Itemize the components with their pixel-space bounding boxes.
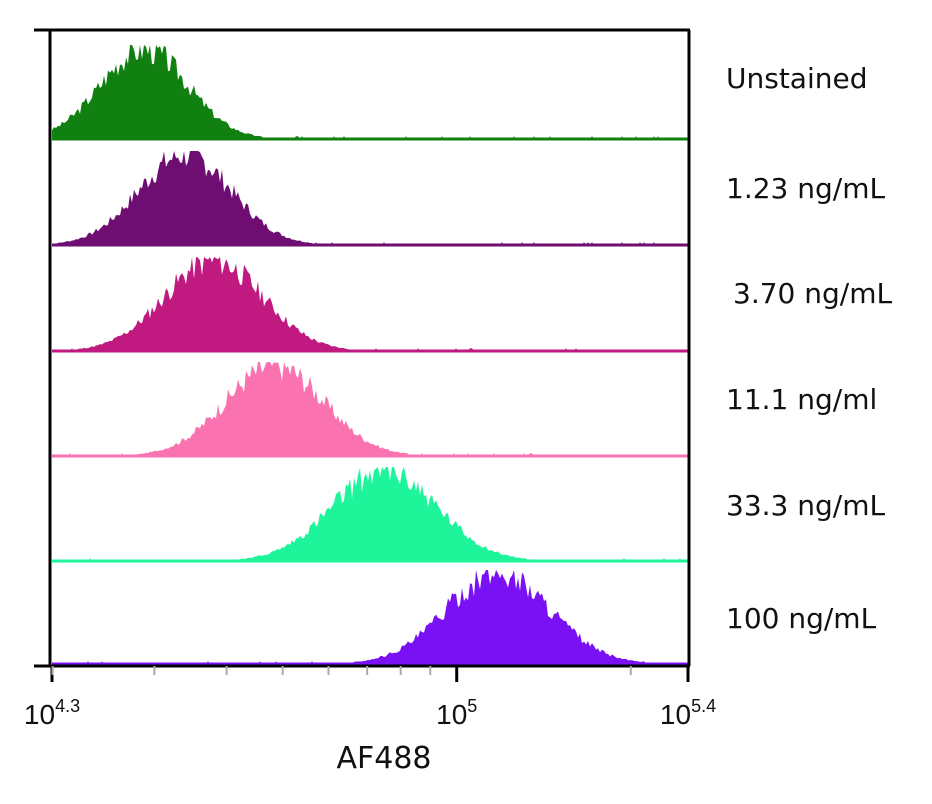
row-labels: Unstained 1.23 ng/mL 3.70 ng/mL 11.1 ng/ml 3… [726, 62, 892, 635]
histogram-6 [52, 570, 688, 664]
x-axis-ticks: 104.3 105 105.4 [24, 666, 716, 730]
row-label-6: 100 ng/mL [726, 602, 877, 635]
histogram-4 [52, 362, 688, 456]
histogram-2 [52, 151, 688, 245]
x-tick-label-2: 105 [436, 696, 477, 730]
row-label-3: 3.70 ng/mL [733, 277, 892, 310]
histogram-5 [52, 467, 688, 561]
x-tick-label-1: 104.3 [24, 696, 80, 730]
histogram-rows [52, 45, 688, 664]
x-axis-title: AF488 [336, 741, 431, 776]
x-tick-base-1: 10 [24, 699, 55, 730]
row-label-2: 1.23 ng/mL [726, 172, 885, 205]
x-tick-exponent-3: 5.4 [691, 696, 716, 716]
row-label-5: 33.3 ng/mL [726, 489, 885, 522]
x-tick-base-2: 10 [436, 699, 467, 730]
x-tick-exponent-1: 4.3 [55, 696, 80, 716]
row-label-4: 11.1 ng/ml [726, 383, 877, 416]
x-tick-base-3: 10 [660, 699, 691, 730]
x-tick-label-3: 105.4 [660, 696, 716, 730]
histogram-3 [52, 257, 688, 351]
row-label-1: Unstained [726, 62, 868, 95]
x-tick-exponent-2: 5 [467, 696, 477, 716]
histogram-1 [52, 45, 688, 139]
